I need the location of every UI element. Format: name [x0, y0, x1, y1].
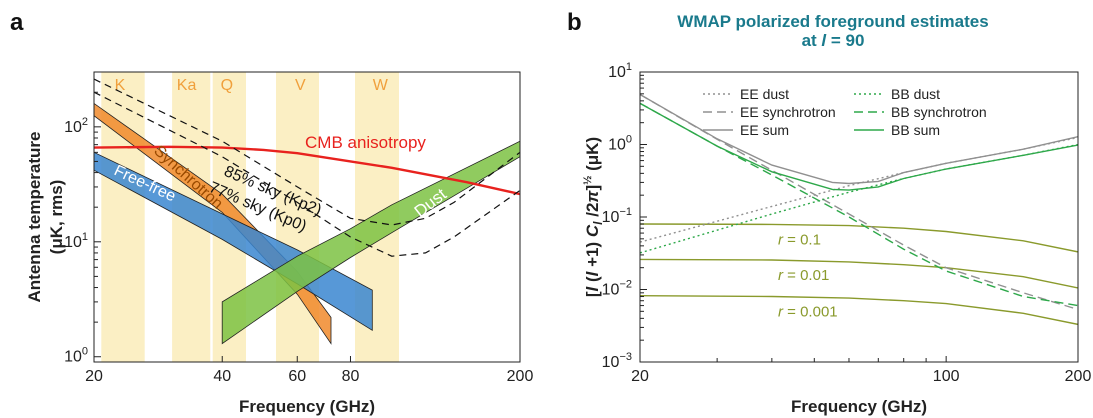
band-label-ka: Ka — [177, 77, 197, 94]
y-tick-label-a: 100 — [64, 346, 88, 366]
line-r-3 — [640, 295, 1078, 326]
r-label-1: r = 0.1 — [778, 231, 821, 248]
r-label-2: r = 0.01 — [778, 267, 829, 284]
chart-title-b: WMAP polarized foreground estimates — [677, 12, 988, 31]
legend-label-ee-sum: EE sum — [740, 122, 789, 138]
legend-label-bb-dust: BB dust — [891, 86, 940, 102]
y-tick-label-a: 101 — [64, 231, 88, 251]
x-tick-label-a: 60 — [288, 368, 306, 385]
r-labels: r = 0.1 r = 0.01 r = 0.001 — [778, 231, 838, 320]
y-tick-label-a: 102 — [64, 116, 88, 136]
series-lines-b — [640, 93, 1078, 326]
axes-b: 20 100 200 10−3 10−2 10−1 100 101 — [602, 61, 1092, 385]
panel-label-a: a — [10, 9, 24, 36]
x-tick-label-b: 100 — [933, 368, 960, 385]
chart-subtitle-b: at l = 90 — [802, 31, 865, 50]
r-label-3: r = 0.001 — [778, 304, 838, 321]
x-tick-label-a: 200 — [507, 368, 534, 385]
line-77-sky-kp0 — [94, 91, 520, 257]
legend-label-bb-sum: BB sum — [891, 122, 940, 138]
y-tick-label-b: 101 — [608, 61, 632, 81]
region-dust — [221, 140, 520, 345]
line-r-2 — [640, 258, 1078, 289]
line-cmb-anisotropy — [94, 145, 520, 196]
legend-label-ee-synchrotron: EE synchrotron — [740, 104, 836, 120]
y-tick-label-b: 10−3 — [602, 351, 632, 371]
panel-label-b: b — [567, 9, 582, 36]
line-ee-dust — [640, 136, 1078, 243]
legend-label-ee-dust: EE dust — [740, 86, 789, 102]
x-tick-label-a: 80 — [342, 368, 360, 385]
legend-label-bb-synchrotron: BB synchrotron — [891, 104, 987, 120]
y-axis-label-b: [l (l +1) Cl /2π]½ (μK) — [582, 137, 605, 297]
series-lines — [94, 78, 520, 257]
line-bb-sum — [640, 102, 1078, 191]
x-tick-label-a: 20 — [85, 368, 103, 385]
y-tick-label-b: 100 — [608, 134, 632, 154]
label-cmb-anisotropy: CMB anisotropy — [305, 133, 426, 152]
x-axis-label-b: Frequency (GHz) — [791, 397, 927, 416]
axes-a: 20 40 60 80 200 100 101 102 — [64, 71, 534, 385]
panel-a: a K Ka Q V W CMB anisotropy Synchrotron Free… — [10, 9, 533, 416]
x-axis-label-a: Frequency (GHz) — [239, 397, 375, 416]
x-tick-label-a: 40 — [213, 368, 231, 385]
line-ee-synchrotron — [640, 93, 1078, 311]
plot-frame-b — [639, 71, 1079, 363]
line-bb-dust — [640, 143, 1078, 254]
plot-frame-a — [93, 71, 521, 363]
y-tick-label-b: 10−2 — [602, 279, 632, 299]
line-ee-sum — [640, 93, 1078, 185]
band-label-k: K — [115, 77, 126, 94]
band-label-q: Q — [221, 77, 233, 94]
legend-b: EE dust EE synchrotron EE sum BB dust BB syn… — [703, 86, 987, 138]
band-label-w: W — [373, 77, 389, 94]
line-r-1 — [640, 223, 1078, 253]
panel-b: b WMAP polarized foreground estimates at… — [567, 9, 1091, 416]
x-tick-label-b: 200 — [1065, 368, 1092, 385]
y-axis-label-a-line1: Antenna temperature — [25, 132, 44, 303]
y-axis-label-a-line2: (μK, rms) — [47, 180, 66, 255]
x-tick-label-b: 20 — [631, 368, 649, 385]
y-tick-label-b: 10−1 — [602, 206, 632, 226]
band-label-v: V — [295, 77, 306, 94]
line-85-sky-kp2 — [94, 78, 520, 226]
